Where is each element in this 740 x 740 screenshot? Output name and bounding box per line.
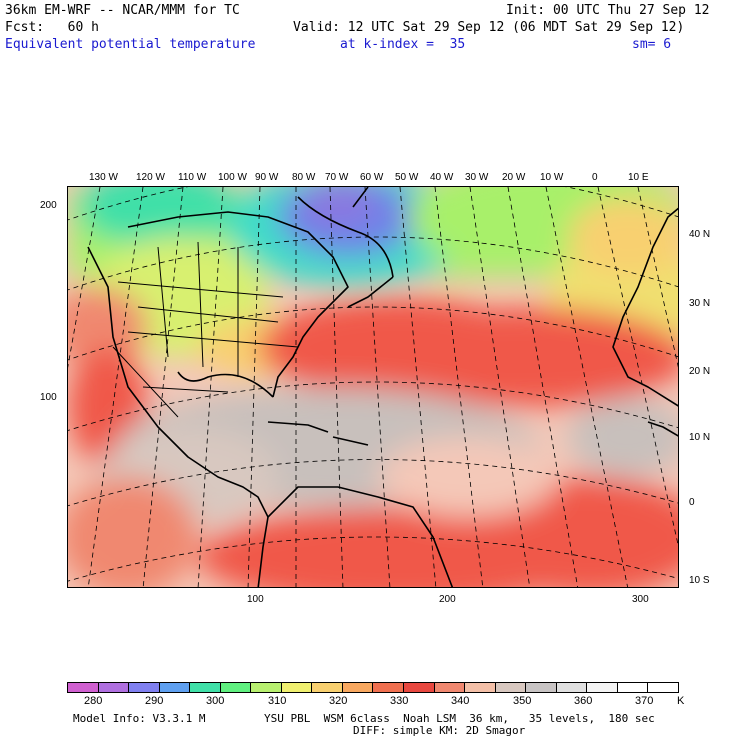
lat-label: 10 S bbox=[689, 575, 710, 586]
init-time: Init: 00 UTC Thu 27 Sep 12 bbox=[506, 3, 710, 18]
lon-label: 10 E bbox=[628, 172, 649, 183]
colorbar-swatch bbox=[281, 683, 313, 692]
colorbar-swatch bbox=[434, 683, 466, 692]
colorbar-label: 300 bbox=[206, 695, 225, 707]
colorbar-swatch bbox=[587, 683, 618, 692]
colorbar-label: 290 bbox=[145, 695, 164, 707]
field-name: Equivalent potential temperature bbox=[5, 37, 256, 52]
graticule bbox=[68, 187, 678, 587]
lat-label: 30 N bbox=[689, 298, 711, 309]
colorbar-swatch bbox=[312, 683, 343, 692]
colorbar-swatch bbox=[556, 683, 588, 692]
colorbar-label: 340 bbox=[451, 695, 470, 707]
colorbar-swatch bbox=[342, 683, 374, 692]
colorbar-swatch bbox=[495, 683, 527, 692]
colorbar-swatch bbox=[373, 683, 405, 692]
colorbar-swatch bbox=[190, 683, 221, 692]
political-borders bbox=[112, 241, 299, 418]
lon-label: 100 W bbox=[218, 172, 247, 183]
colorbar-swatch bbox=[526, 683, 557, 692]
colorbar-label: 320 bbox=[329, 695, 348, 707]
valid-time: Valid: 12 UTC Sat 29 Sep 12 (06 MDT Sat … bbox=[293, 20, 685, 35]
lon-label: 30 W bbox=[465, 172, 489, 183]
grid-y-label: 200 bbox=[40, 200, 57, 211]
lon-label: 80 W bbox=[292, 172, 316, 183]
level-label: at k-index = 35 bbox=[340, 37, 466, 52]
lon-label: 40 W bbox=[430, 172, 454, 183]
colorbar-unit: K bbox=[677, 695, 685, 707]
lon-label: 90 W bbox=[255, 172, 279, 183]
theta-e-map bbox=[67, 186, 679, 588]
colorbar-label: 310 bbox=[268, 695, 287, 707]
colorbar-swatch bbox=[465, 683, 496, 692]
colorbar-label: 360 bbox=[574, 695, 593, 707]
colorbar-swatch bbox=[159, 683, 191, 692]
physics-info: YSU PBL WSM 6class Noah LSM 36 km, 35 le… bbox=[264, 712, 655, 725]
colorbar-swatch bbox=[220, 683, 252, 692]
lon-label: 110 W bbox=[178, 172, 207, 183]
colorbar-swatch bbox=[129, 683, 160, 692]
model-info: Model Info: V3.3.1 M bbox=[73, 712, 206, 725]
diffusion-info: DIFF: simple KM: 2D Smagor bbox=[353, 724, 526, 737]
lon-label: 70 W bbox=[325, 172, 349, 183]
lon-label: 120 W bbox=[136, 172, 165, 183]
lat-label: 40 N bbox=[689, 229, 711, 240]
lon-label: 60 W bbox=[360, 172, 384, 183]
colorbar-label: 370 bbox=[635, 695, 654, 707]
colorbar-swatch bbox=[68, 683, 99, 692]
lat-label: 20 N bbox=[689, 366, 711, 377]
lon-label: 20 W bbox=[502, 172, 526, 183]
colorbar-label: 280 bbox=[84, 695, 103, 707]
colorbar-swatch bbox=[251, 683, 282, 692]
colorbar-swatch bbox=[617, 683, 649, 692]
lon-label: 10 W bbox=[540, 172, 564, 183]
colorbar-label: 330 bbox=[390, 695, 409, 707]
forecast-hour: Fcst: 60 h bbox=[5, 20, 99, 35]
lon-label: 0 bbox=[592, 172, 598, 183]
lon-label: 130 W bbox=[89, 172, 118, 183]
lon-label: 50 W bbox=[395, 172, 419, 183]
colorbar-swatch bbox=[98, 683, 130, 692]
colorbar-label: 350 bbox=[513, 695, 532, 707]
grid-y-label: 100 bbox=[40, 392, 57, 403]
grid-x-label: 300 bbox=[632, 594, 649, 605]
colorbar-swatch bbox=[404, 683, 435, 692]
map-svg bbox=[68, 187, 678, 587]
lat-label: 0 bbox=[689, 497, 695, 508]
colorbar-swatch bbox=[648, 683, 678, 692]
coastlines bbox=[87, 187, 678, 587]
lat-label: 10 N bbox=[689, 432, 711, 443]
model-title: 36km EM-WRF -- NCAR/MMM for TC bbox=[5, 3, 240, 18]
smoothing-label: sm= 6 bbox=[632, 37, 672, 52]
grid-x-label: 100 bbox=[247, 594, 264, 605]
grid-x-label: 200 bbox=[439, 594, 456, 605]
colorbar bbox=[67, 682, 679, 693]
